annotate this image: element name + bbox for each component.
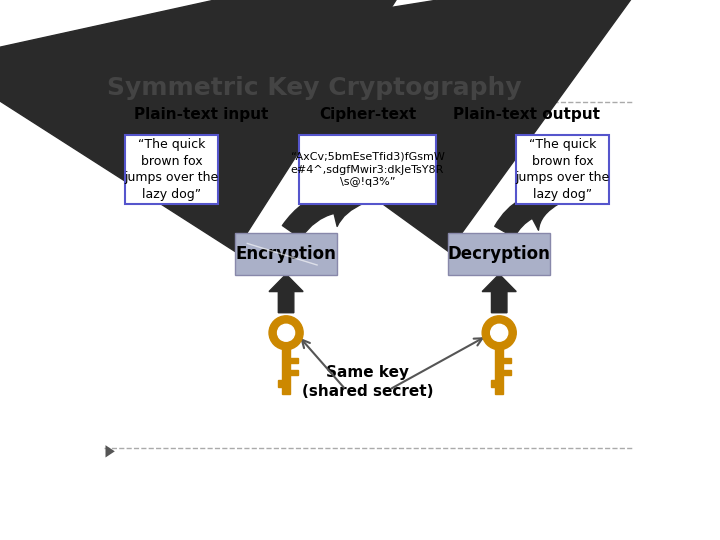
FancyBboxPatch shape	[503, 358, 511, 363]
Text: “AxCv;5bmEseTfid3)fGsmW
e#4^,sdgfMwir3:dkJeTsY8R
\s@!q3%”: “AxCv;5bmEseTfid3)fGsmW e#4^,sdgfMwir3:d…	[290, 152, 444, 187]
Circle shape	[490, 325, 508, 341]
FancyBboxPatch shape	[290, 370, 298, 375]
Circle shape	[482, 316, 516, 350]
FancyBboxPatch shape	[490, 380, 495, 387]
FancyBboxPatch shape	[277, 380, 282, 387]
Text: “The quick
brown fox
jumps over the
lazy dog”: “The quick brown fox jumps over the lazy…	[125, 138, 218, 201]
Text: Symmetric Key Cryptography: Symmetric Key Cryptography	[107, 76, 522, 100]
Circle shape	[269, 316, 303, 350]
FancyArrowPatch shape	[495, 187, 560, 237]
FancyBboxPatch shape	[235, 233, 337, 275]
Polygon shape	[269, 274, 303, 313]
FancyBboxPatch shape	[299, 135, 436, 204]
Text: Same key
(shared secret): Same key (shared secret)	[302, 364, 433, 400]
Text: Plain-text output: Plain-text output	[453, 106, 600, 122]
Text: Plain-text input: Plain-text input	[134, 106, 269, 122]
FancyBboxPatch shape	[448, 233, 550, 275]
Circle shape	[277, 325, 294, 341]
FancyBboxPatch shape	[290, 358, 298, 363]
FancyBboxPatch shape	[495, 348, 503, 394]
Polygon shape	[482, 274, 516, 313]
Polygon shape	[106, 445, 114, 457]
Text: Decryption: Decryption	[448, 245, 551, 263]
FancyBboxPatch shape	[125, 135, 218, 204]
Text: Cipher-text: Cipher-text	[319, 106, 416, 122]
FancyBboxPatch shape	[282, 348, 290, 394]
FancyArrowPatch shape	[282, 179, 365, 238]
Text: “The quick
brown fox
jumps over the
lazy dog”: “The quick brown fox jumps over the lazy…	[516, 138, 610, 201]
Text: Encryption: Encryption	[235, 245, 336, 263]
FancyBboxPatch shape	[516, 135, 609, 204]
FancyBboxPatch shape	[503, 370, 511, 375]
